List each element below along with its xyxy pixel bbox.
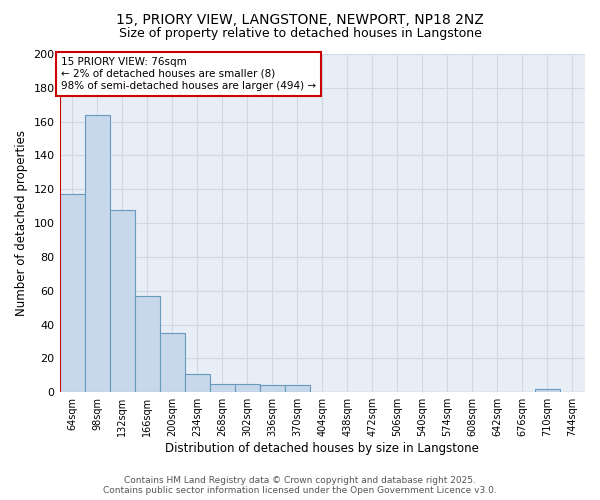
Text: 15 PRIORY VIEW: 76sqm
← 2% of detached houses are smaller (8)
98% of semi-detach: 15 PRIORY VIEW: 76sqm ← 2% of detached h… — [61, 58, 316, 90]
Bar — [235, 384, 260, 392]
Bar — [85, 115, 110, 392]
Bar — [110, 210, 134, 392]
Text: Contains HM Land Registry data © Crown copyright and database right 2025.
Contai: Contains HM Land Registry data © Crown c… — [103, 476, 497, 495]
Text: Size of property relative to detached houses in Langstone: Size of property relative to detached ho… — [119, 28, 481, 40]
Bar — [535, 389, 560, 392]
Bar — [134, 296, 160, 392]
Bar — [59, 194, 85, 392]
Text: 15, PRIORY VIEW, LANGSTONE, NEWPORT, NP18 2NZ: 15, PRIORY VIEW, LANGSTONE, NEWPORT, NP1… — [116, 12, 484, 26]
Bar — [160, 333, 185, 392]
Bar — [260, 386, 285, 392]
X-axis label: Distribution of detached houses by size in Langstone: Distribution of detached houses by size … — [166, 442, 479, 455]
Bar — [209, 384, 235, 392]
Y-axis label: Number of detached properties: Number of detached properties — [15, 130, 28, 316]
Bar — [185, 374, 209, 392]
Bar — [285, 386, 310, 392]
